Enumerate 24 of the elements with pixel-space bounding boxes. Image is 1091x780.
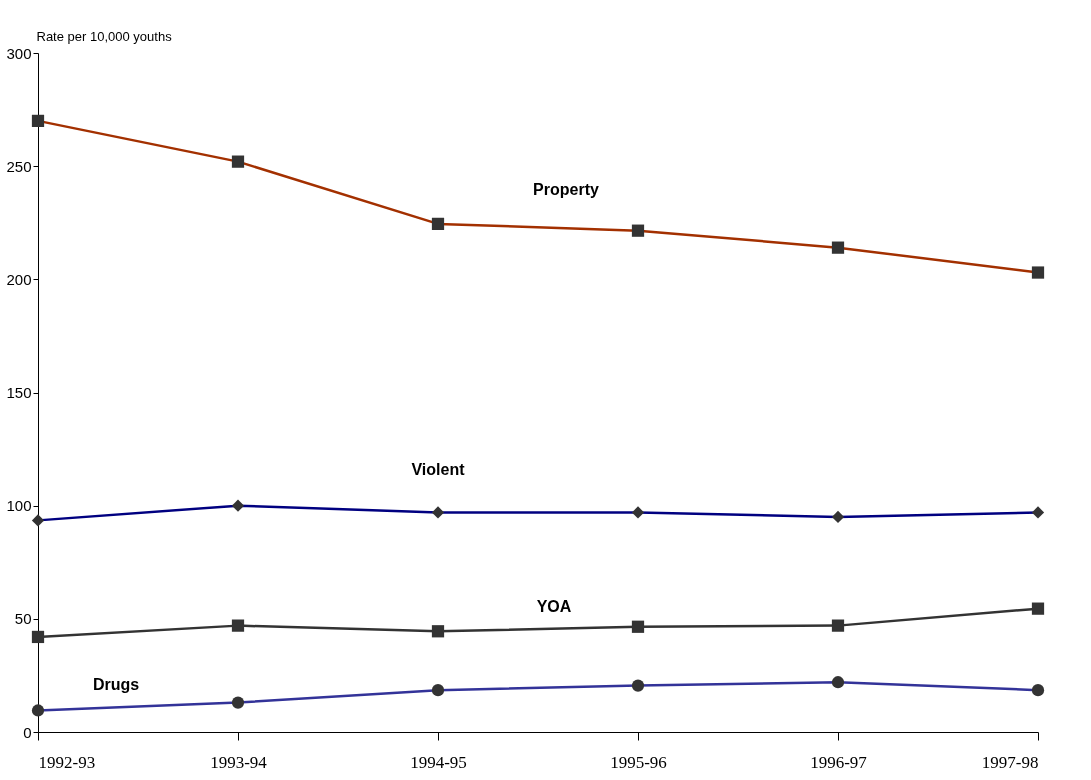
y-tick-label: 200 [6,270,32,288]
y-tick-label: 250 [6,157,32,175]
x-tick-label: 1997-98 [981,752,1039,772]
x-tick-label: 1992-93 [38,752,96,772]
point [31,630,45,644]
y-axis-title: Rate per 10,000 youths [36,28,173,44]
point [631,620,645,633]
y-tick-label: 0 [23,723,32,741]
y-tick-label: 300 [6,44,32,62]
y-tick-label: 150 [6,384,32,401]
y-tick-label: 50 [14,610,32,628]
x-tick-label: 1993-94 [210,752,268,772]
series-label: YOA [536,597,572,615]
point [431,625,445,638]
series-label: Drugs [92,676,140,694]
series-label: Property [533,181,599,199]
point [1031,602,1045,615]
x-tick-label: 1996-97 [810,752,868,772]
point [831,619,845,632]
x-tick-label: 1994-95 [410,752,467,772]
y-tick-label: 100 [6,497,32,515]
text: Violent [411,461,466,479]
x-tick-label: 1995-96 [610,752,667,772]
point [231,619,245,632]
